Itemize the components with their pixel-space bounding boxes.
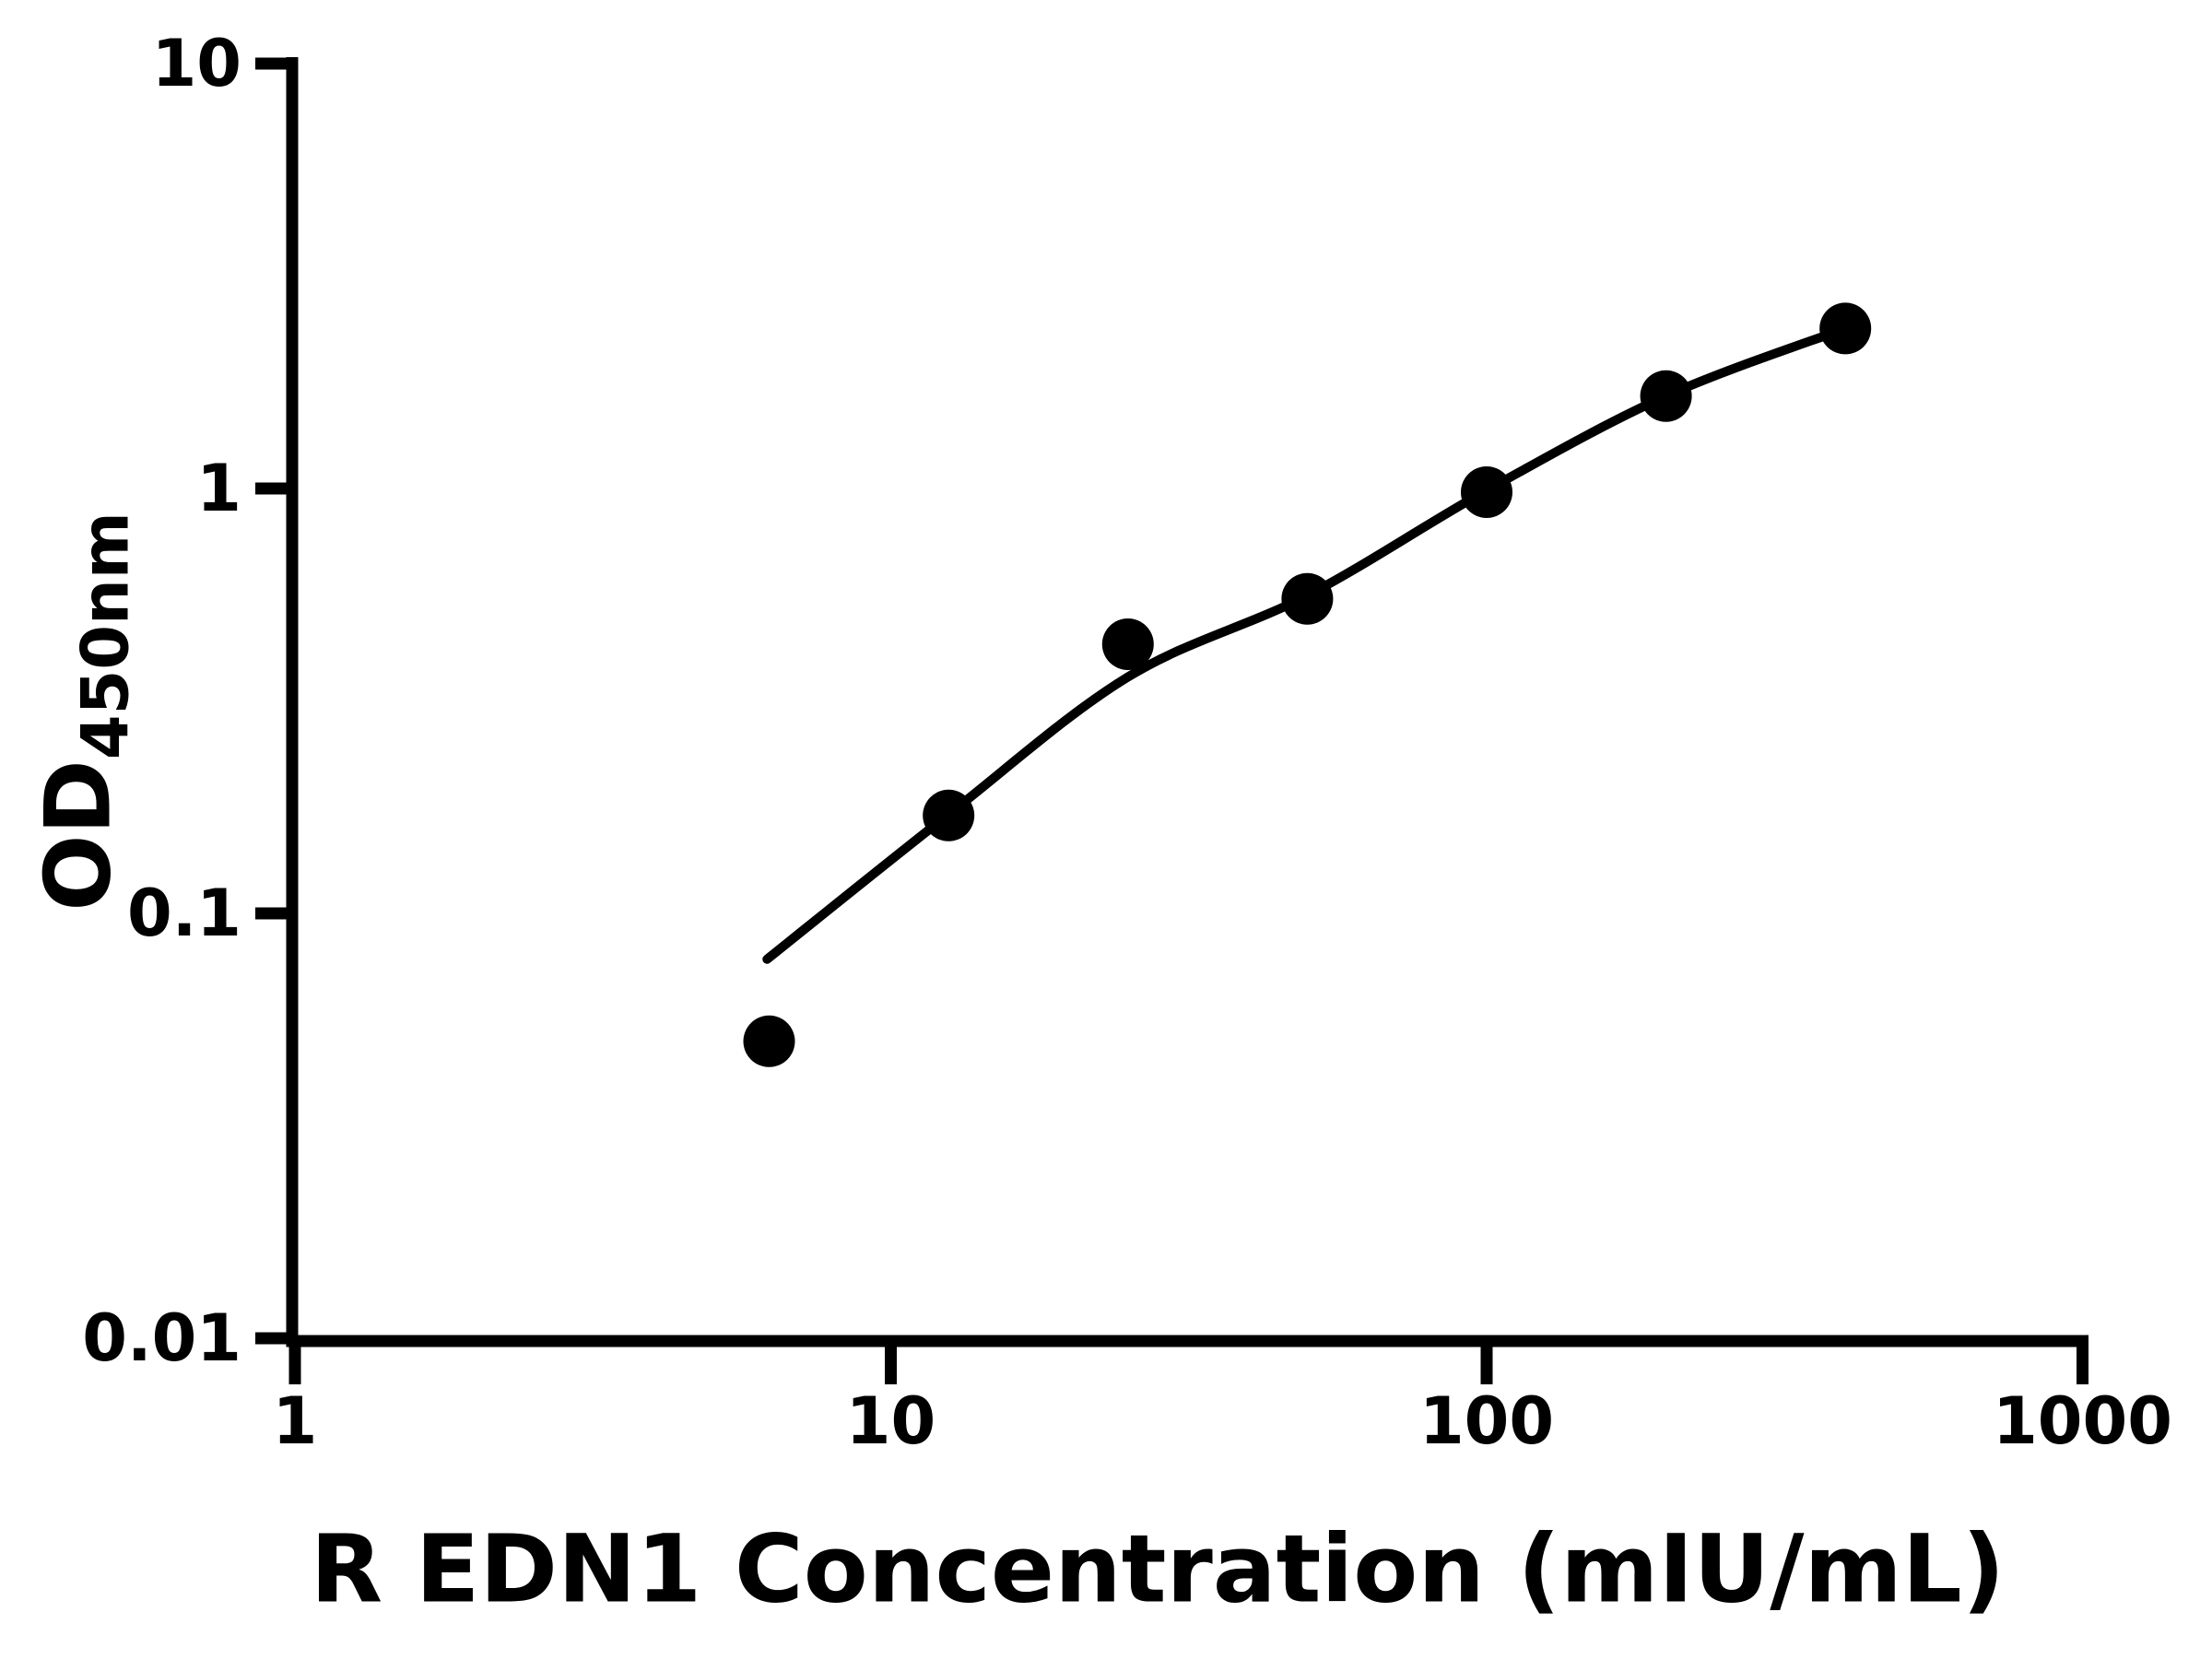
x-tick-label: 100: [1419, 1383, 1554, 1459]
data-point: [923, 789, 975, 841]
x-tick-label: 1000: [1993, 1383, 2172, 1459]
x-tick-label: 1: [273, 1383, 318, 1459]
data-point: [1640, 370, 1692, 422]
data-point: [1281, 572, 1334, 625]
y-tick-label: 0.1: [127, 876, 241, 951]
data-point: [743, 1015, 795, 1067]
data-point: [1461, 466, 1512, 518]
y-axis-title-main: OD: [26, 759, 132, 912]
y-axis-title-sub: 450nm: [67, 512, 144, 760]
y-axis-title: OD450nm: [27, 512, 144, 912]
data-point: [1819, 302, 1872, 355]
x-axis-title: R EDN1 Concentration (mIU/mL): [310, 1514, 2006, 1625]
y-tick-label: 10: [152, 26, 241, 101]
data-point: [1101, 618, 1154, 670]
x-tick-label: 10: [846, 1383, 935, 1459]
y-tick-label: 1: [196, 451, 241, 526]
fitted-curve: [762, 324, 1851, 964]
y-tick-label: 0.01: [82, 1300, 241, 1376]
